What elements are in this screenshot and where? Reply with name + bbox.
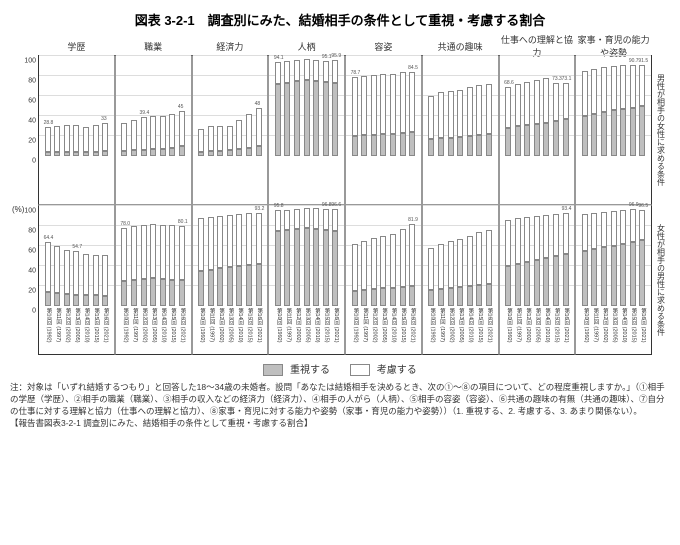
header-spacer (10, 37, 38, 55)
panel-0-2: 48 (192, 55, 269, 205)
header-spacer-r (652, 37, 670, 55)
panel-0-6: 68.673.373.1 (499, 55, 576, 205)
panel-0-7: 90.791.5 (575, 55, 652, 205)
panel-0-0: 28.833 (38, 55, 115, 205)
col-header-7: 家事・育児の能力や姿勢 (575, 37, 652, 55)
row-label-1: 女性が相手の男性に求める条件 (652, 205, 670, 355)
col-header-2: 経済力 (192, 37, 269, 55)
col-header-4: 容姿 (345, 37, 422, 55)
panel-0-1: 39.445 (115, 55, 192, 205)
panel-1-0: 64.454.7第10回 (1992)第11回 (1997)第12回 (2002… (38, 205, 115, 355)
legend-item-kouryo: 考慮する (350, 361, 417, 376)
panel-1-2: 93.2第10回 (1992)第11回 (1997)第12回 (2002)第13… (192, 205, 269, 355)
panel-0-3: 94.195.195.9 (268, 55, 345, 205)
row-label-0: 男性が相手の女性に求める条件 (652, 55, 670, 205)
panel-1-6: 93.4第10回 (1992)第11回 (1997)第12回 (2002)第13… (499, 205, 576, 355)
yaxis-row-1: 020406080100 (10, 205, 38, 355)
panel-1-4: 81.9第10回 (1992)第11回 (1997)第12回 (2002)第13… (345, 205, 422, 355)
chart-grid: (%) 学歴 職業 経済力 人柄 容姿 共通の趣味 仕事への理解と協力 家事・育… (10, 37, 670, 355)
col-header-6: 仕事への理解と協力 (499, 37, 576, 55)
figure-title: 図表 3-2-1 調査別にみた、結婚相手の条件として重視・考慮する割合 (10, 10, 670, 29)
note-line-0: 注：対象は「いずれ結婚するつもり」と回答した18～34歳の未婚者。設問「あなたは… (10, 382, 670, 418)
legend-label-juushi: 重視する (290, 365, 330, 376)
figure-notes: 注：対象は「いずれ結婚するつもり」と回答した18～34歳の未婚者。設問「あなたは… (10, 382, 670, 430)
panel-0-5 (422, 55, 499, 205)
panel-1-7: 96.996.5第10回 (1992)第11回 (1997)第12回 (2002… (575, 205, 652, 355)
panel-1-5: 第10回 (1992)第11回 (1997)第12回 (2002)第13回 (2… (422, 205, 499, 355)
swatch-juushi (263, 364, 283, 376)
legend-item-juushi: 重視する (263, 361, 330, 376)
note-line-1: 【報告書図表3-2-1 調査別にみた、結婚相手の条件として重視・考慮する割合】 (10, 418, 670, 430)
col-header-5: 共通の趣味 (422, 37, 499, 55)
col-header-1: 職業 (115, 37, 192, 55)
panel-1-1: 78.080.1第10回 (1992)第11回 (1997)第12回 (2002… (115, 205, 192, 355)
legend: 重視する 考慮する (10, 361, 670, 376)
panel-1-3: 95.896.896.6第10回 (1992)第11回 (1997)第12回 (… (268, 205, 345, 355)
legend-label-kouryo: 考慮する (377, 365, 417, 376)
yaxis-row-0: 020406080100 (10, 55, 38, 205)
swatch-kouryo (350, 364, 370, 376)
col-header-0: 学歴 (38, 37, 115, 55)
panel-0-4: 78.784.5 (345, 55, 422, 205)
